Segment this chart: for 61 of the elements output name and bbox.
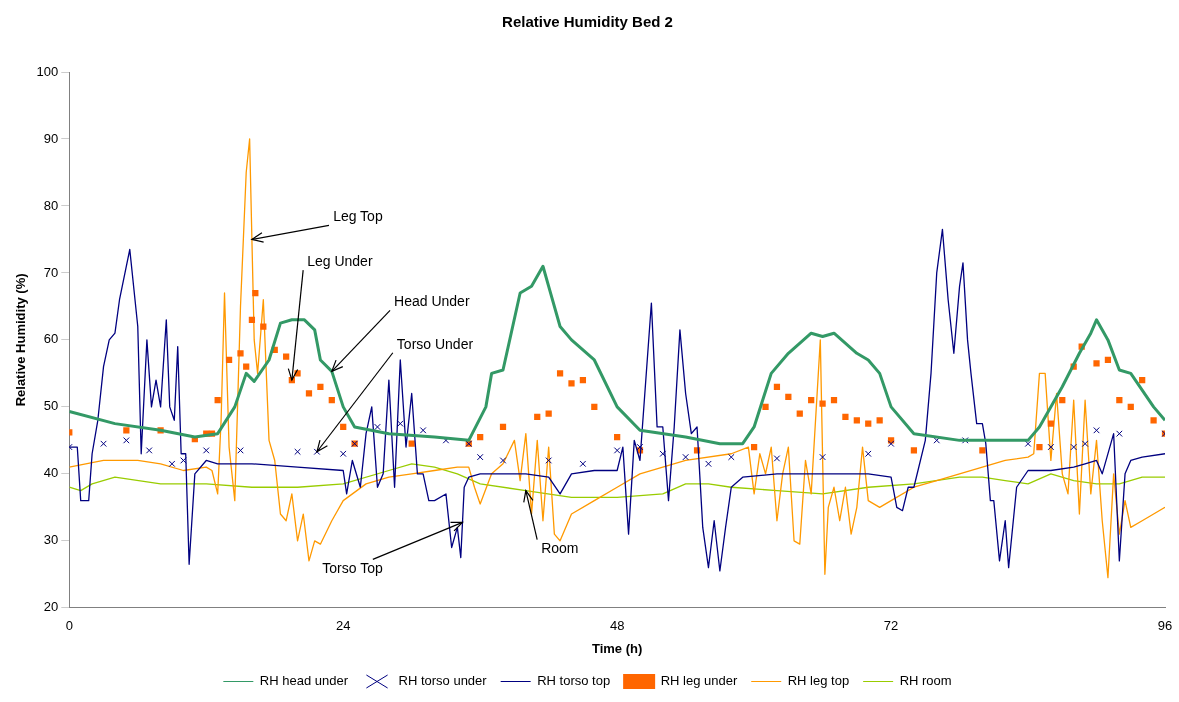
legend-label: RH leg top <box>787 673 850 689</box>
x-tick-label: 0 <box>65 618 73 634</box>
y-tick-label: 30 <box>43 532 59 548</box>
legend-label: RH torso under <box>398 673 488 689</box>
point <box>1081 440 1089 448</box>
point <box>1024 440 1032 448</box>
annotation: Leg Top <box>333 208 383 225</box>
legend-label: RH room <box>899 673 952 689</box>
annotation: Torso Under <box>396 335 474 352</box>
annotation: Head Under <box>394 293 470 310</box>
annotation: Room <box>541 540 579 557</box>
point <box>579 460 587 468</box>
point <box>180 457 187 464</box>
x-tick-label: 24 <box>335 618 351 634</box>
point <box>100 440 107 448</box>
point <box>1047 443 1055 451</box>
y-tick-label: 70 <box>43 264 59 280</box>
y-axis-title: Relative Humidity (%) <box>13 273 29 407</box>
point <box>202 447 210 454</box>
point <box>727 453 735 461</box>
point <box>339 450 347 458</box>
x-axis-title: Time (h) <box>591 640 643 656</box>
point <box>864 450 872 458</box>
y-tick-label: 20 <box>43 599 59 615</box>
point <box>636 443 644 451</box>
x-tick-label: 72 <box>883 618 899 634</box>
point <box>682 453 689 461</box>
point <box>374 423 381 431</box>
point <box>545 457 552 464</box>
y-tick-label: 40 <box>43 465 59 481</box>
point <box>145 447 153 454</box>
legend-label: RH head under <box>259 673 349 689</box>
point <box>887 440 895 448</box>
point <box>168 460 176 468</box>
legend-label: RH leg under <box>660 673 738 689</box>
y-tick-label: 100 <box>36 63 59 79</box>
point <box>476 453 484 461</box>
point <box>294 448 301 456</box>
annotation: Torso Top <box>322 560 383 577</box>
point <box>1093 426 1100 434</box>
point <box>237 447 244 454</box>
point <box>419 426 427 434</box>
y-tick-label: 50 <box>43 398 59 414</box>
point <box>819 453 826 461</box>
y-tick-label: 80 <box>43 197 59 213</box>
legend-label: RH torso top <box>537 673 611 689</box>
point <box>613 447 621 454</box>
x-tick-label: 96 <box>1157 618 1173 634</box>
point <box>705 460 712 468</box>
point <box>659 450 667 458</box>
y-tick-label: 60 <box>43 331 59 347</box>
point <box>396 420 404 427</box>
point <box>499 457 507 464</box>
point <box>1116 430 1123 437</box>
y-tick-label: 90 <box>43 130 59 146</box>
x-tick-label: 48 <box>609 618 625 634</box>
point <box>1070 443 1078 451</box>
point <box>123 437 130 444</box>
point <box>773 455 781 462</box>
chart-title: Relative Humidity Bed 2 <box>502 13 673 31</box>
annotation: Leg Under <box>307 252 373 269</box>
